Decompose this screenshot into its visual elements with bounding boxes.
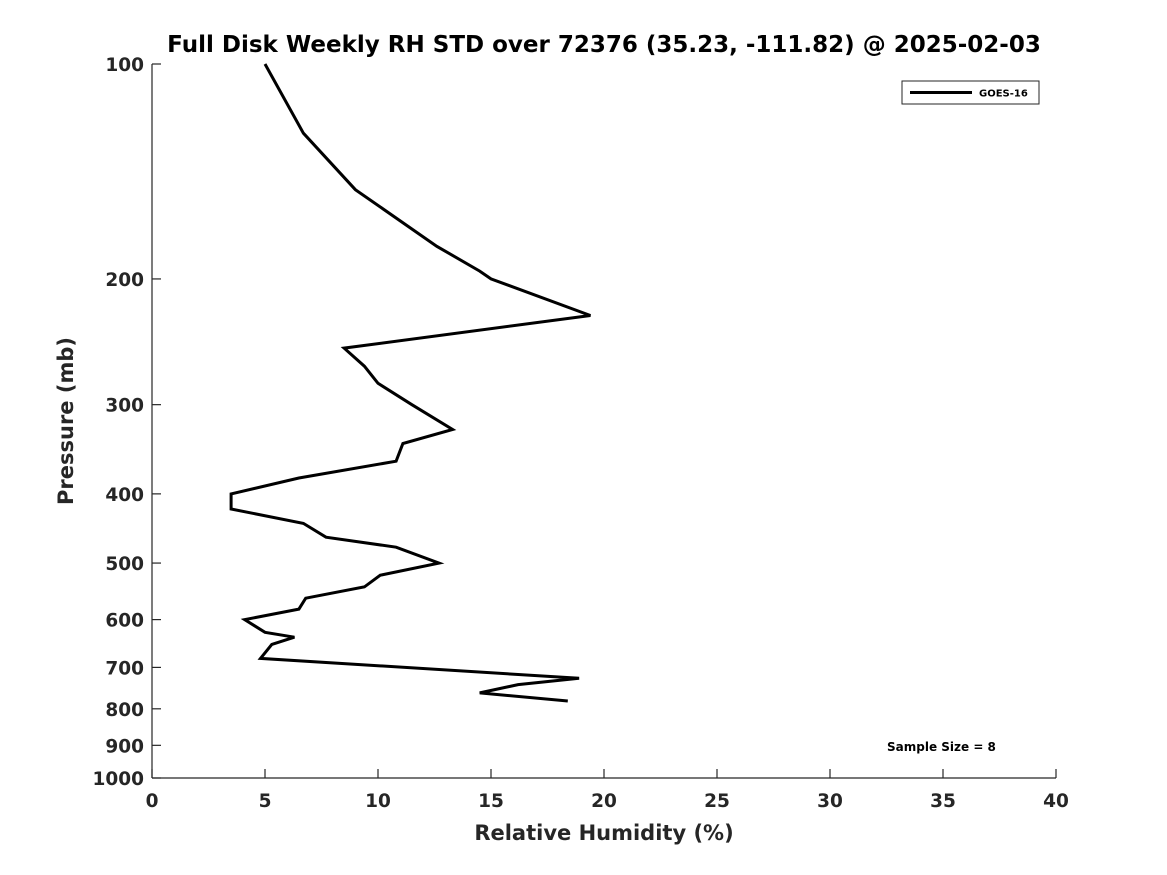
plot-area [151, 64, 1056, 779]
y-tick-label: 1000 [93, 769, 145, 790]
y-tick-label: 500 [105, 554, 144, 575]
series-layer [229, 63, 591, 703]
y-axis-label: Pressure (mb) [54, 337, 78, 505]
y-tick-label: 300 [105, 396, 144, 417]
x-tick-label: 10 [365, 791, 391, 812]
y-tick-label: 400 [105, 485, 144, 506]
x-tick-label: 20 [591, 791, 617, 812]
y-tick-label: 200 [105, 270, 144, 291]
x-tick-label: 15 [478, 791, 504, 812]
x-tick-label: 5 [259, 791, 272, 812]
x-tick-label: 25 [704, 791, 730, 812]
y-tick-label: 700 [105, 658, 144, 679]
legend-label: GOES-16 [979, 89, 1028, 100]
x-axis-label: Relative Humidity (%) [474, 821, 733, 845]
chart-title: Full Disk Weekly RH STD over 72376 (35.2… [167, 32, 1041, 58]
legend: GOES-16 [901, 80, 1040, 105]
y-tick-label: 900 [105, 736, 144, 757]
x-tick-label: 35 [930, 791, 956, 812]
y-ticks: 100 200 300 400 500 600 700 800 900 1000 [93, 55, 161, 790]
x-tick-label: 0 [146, 791, 159, 812]
sample-size-annotation: Sample Size = 8 [887, 740, 996, 754]
y-tick-label: 800 [105, 700, 144, 721]
y-tick-label: 600 [105, 611, 144, 632]
x-tick-label: 40 [1043, 791, 1069, 812]
x-ticks: 0 5 10 15 20 25 30 35 40 [146, 769, 1069, 812]
series-line [229, 63, 591, 703]
y-tick-label: 100 [105, 55, 144, 76]
x-tick-label: 30 [817, 791, 843, 812]
